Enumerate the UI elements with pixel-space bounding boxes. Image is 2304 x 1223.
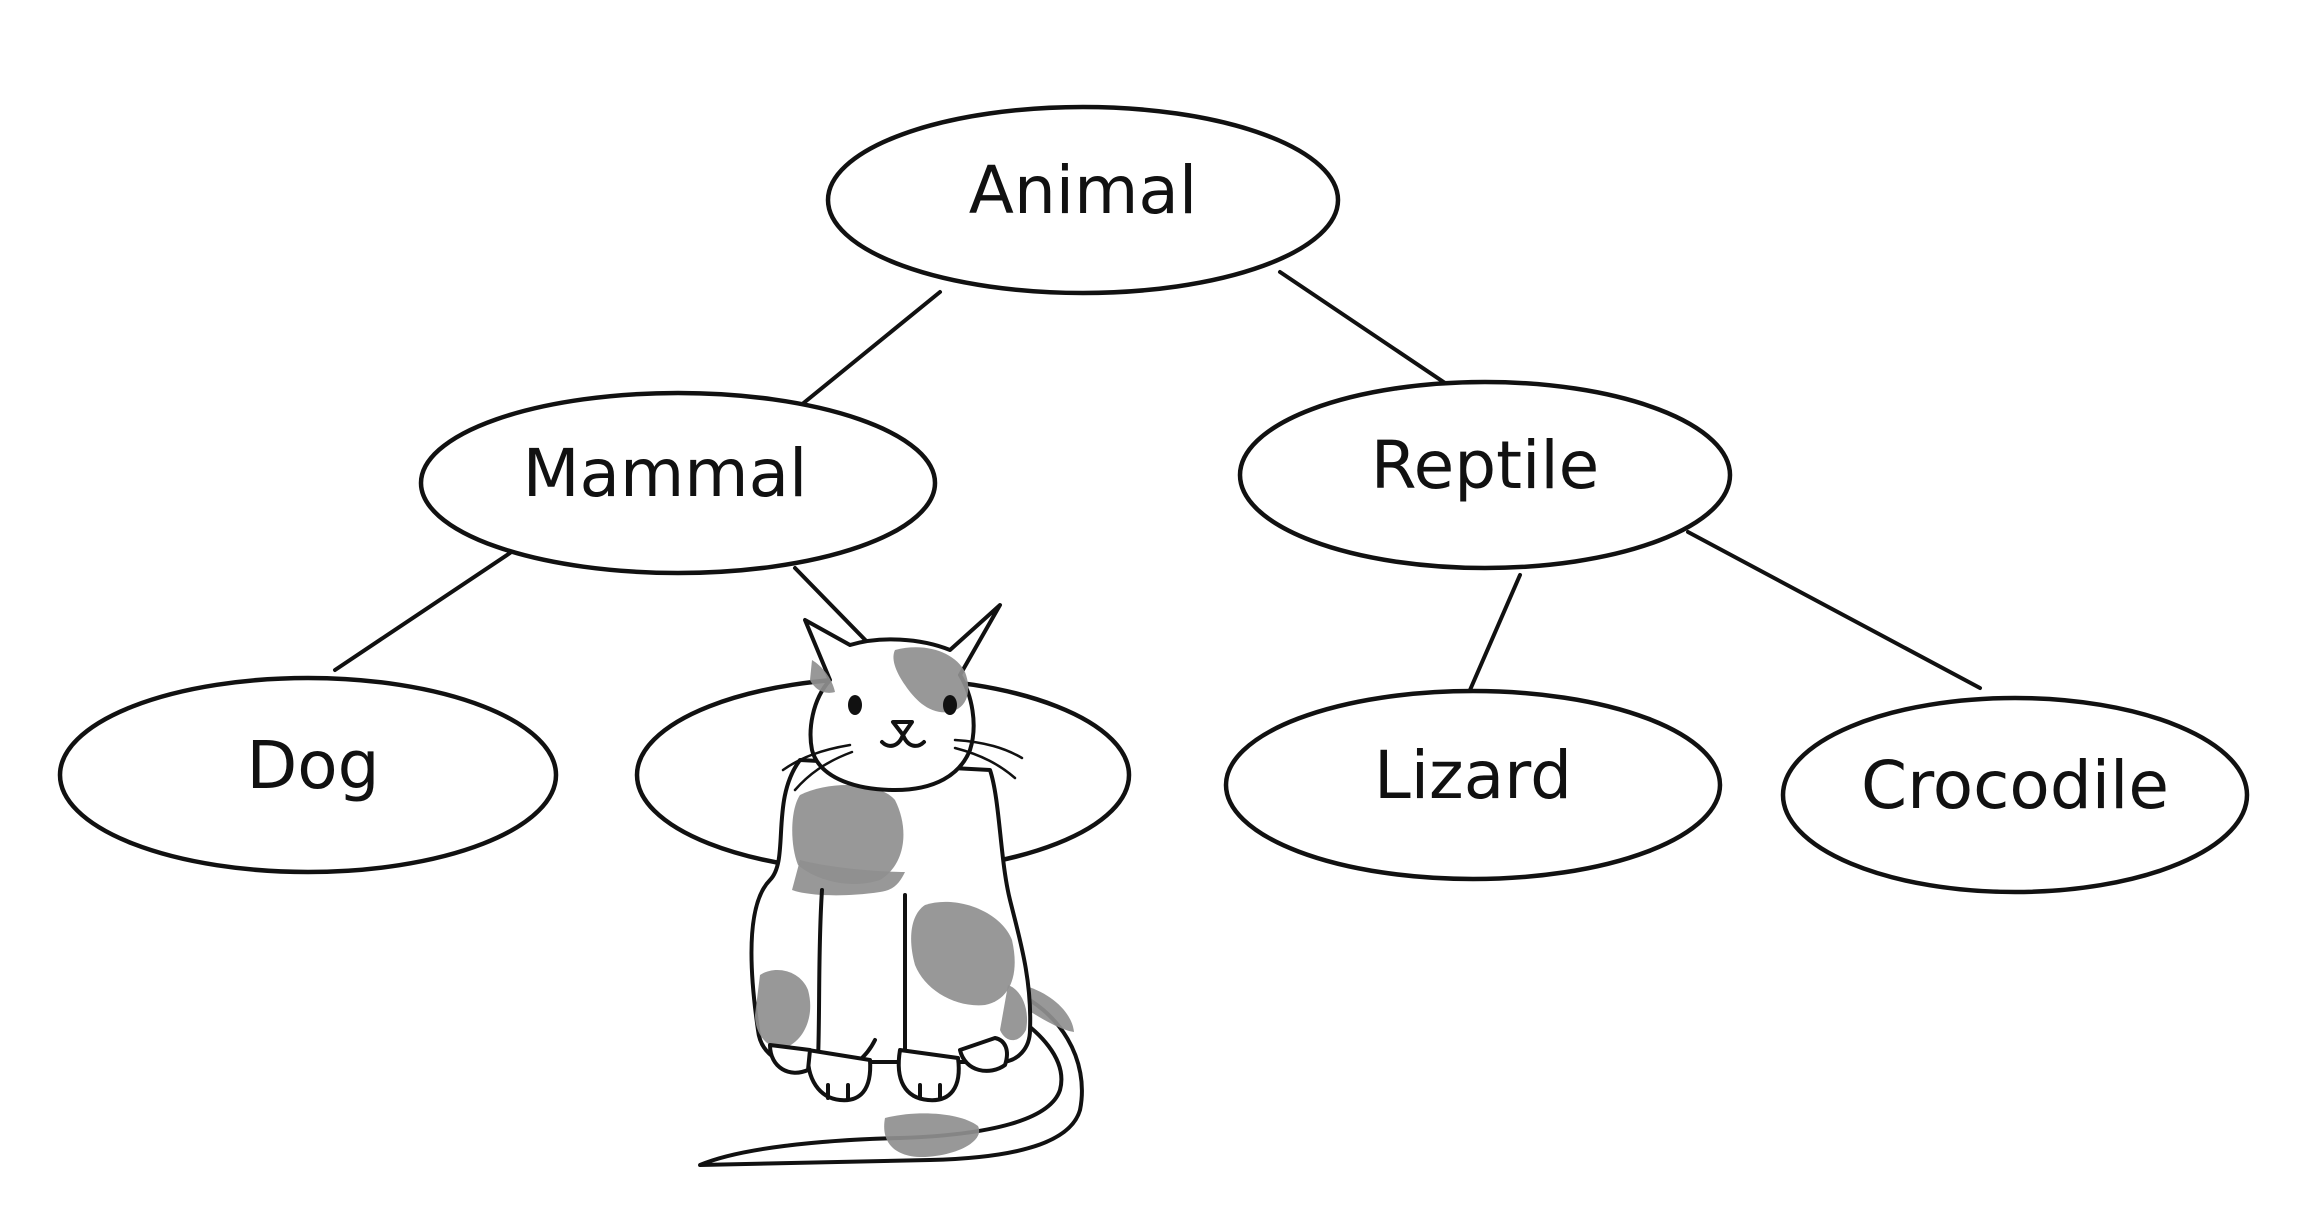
edge-reptile-crocodile <box>1686 530 1982 690</box>
cat-eye-right <box>943 695 957 715</box>
cat-front-leg-left <box>816 888 824 1062</box>
body-spot-2 <box>792 860 905 896</box>
node-mammal: Mammal <box>418 390 938 576</box>
node-label: Dog <box>246 727 379 804</box>
node-crocodile: Crocodile <box>1780 695 2250 895</box>
node-label: Mammal <box>523 435 808 512</box>
edge-animal-reptile <box>1278 270 1450 387</box>
cat-mouth <box>880 733 926 748</box>
whisker-1 <box>781 743 852 772</box>
body-spot-4 <box>755 970 811 1049</box>
cat-nose <box>891 720 914 737</box>
calico-cat-icon <box>698 603 1084 1167</box>
whisker-2 <box>793 750 854 792</box>
node-label: Animal <box>969 152 1197 229</box>
head-spot-2 <box>810 660 835 693</box>
cat-paw-left <box>805 1048 873 1103</box>
edge-animal-mammal <box>793 290 942 412</box>
edges <box>333 270 1982 692</box>
node-lizard: Lizard <box>1223 688 1723 882</box>
node-reptile: Reptile <box>1237 379 1733 571</box>
edge-reptile-lizard <box>1468 573 1522 692</box>
node-label: Lizard <box>1374 737 1572 814</box>
cat-eye-left <box>848 695 862 715</box>
cat-head <box>803 603 1002 792</box>
edge-mammal-dog <box>333 551 512 672</box>
cat-paw-right <box>896 1048 961 1103</box>
cat-back-paw-right <box>958 1036 1009 1073</box>
cat-back-paw-left <box>768 1043 812 1075</box>
edge-mammal-cat-slot <box>793 566 877 652</box>
body-spot-3 <box>911 901 1015 1006</box>
tail-spot <box>884 1113 980 1158</box>
node-animal: Animal <box>825 104 1341 296</box>
whisker-4 <box>953 746 1017 780</box>
tail-spot-2 <box>1020 985 1074 1032</box>
cat-tail <box>698 988 1084 1167</box>
body-spot-5 <box>1000 985 1028 1041</box>
node-dog: Dog <box>57 675 559 875</box>
whisker-3 <box>953 738 1024 760</box>
node-label: Reptile <box>1371 427 1600 504</box>
node-label: Crocodile <box>1861 747 2169 824</box>
body-spot-1 <box>792 784 904 885</box>
